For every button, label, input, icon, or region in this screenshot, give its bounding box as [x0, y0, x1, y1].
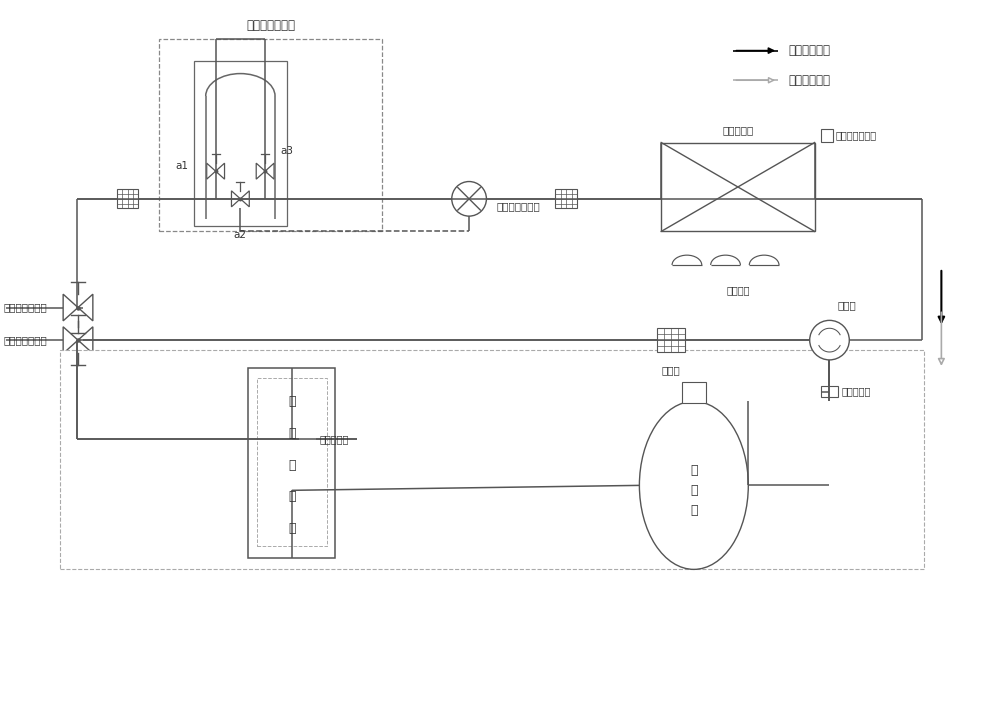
Bar	[682, 382, 706, 404]
Polygon shape	[256, 163, 265, 179]
Text: 液: 液	[288, 427, 296, 440]
Text: 缩: 缩	[690, 484, 698, 497]
Polygon shape	[265, 163, 274, 179]
Text: 压: 压	[690, 464, 698, 477]
Text: 室内机气管接口: 室内机气管接口	[4, 335, 47, 345]
Text: 室内机液管接口: 室内机液管接口	[4, 303, 47, 312]
Text: 气: 气	[288, 395, 296, 409]
Text: a2: a2	[234, 230, 247, 241]
Circle shape	[810, 320, 849, 360]
Bar	[257, 378, 327, 545]
Bar	[555, 190, 577, 208]
Circle shape	[452, 182, 486, 216]
Bar	[821, 385, 838, 397]
Polygon shape	[63, 327, 78, 354]
Text: 冷媒冷却散热板: 冷媒冷却散热板	[246, 19, 295, 32]
Text: 室外风机: 室外风机	[726, 285, 750, 295]
Text: 离: 离	[288, 490, 296, 503]
Bar	[248, 368, 335, 557]
Bar	[60, 350, 924, 569]
Bar	[194, 62, 287, 227]
Text: 过滤器: 过滤器	[662, 365, 680, 375]
Text: 分: 分	[288, 458, 296, 472]
Polygon shape	[207, 163, 216, 179]
Text: 高压传感器: 高压传感器	[841, 387, 871, 397]
Text: a1: a1	[175, 161, 188, 171]
Bar	[821, 129, 833, 142]
Text: 器: 器	[288, 522, 296, 535]
Text: a3: a3	[280, 146, 293, 157]
Text: 室外换热器: 室外换热器	[722, 126, 754, 135]
Text: 制热冷媒流向: 制热冷媒流向	[788, 74, 830, 87]
Polygon shape	[78, 327, 93, 354]
Text: 室外环境感温包: 室外环境感温包	[835, 131, 877, 140]
Text: 低压传感器: 低压传感器	[320, 434, 349, 444]
Bar	[159, 39, 382, 232]
Text: 制热电子膨胀阀: 制热电子膨胀阀	[497, 201, 541, 211]
Text: 四通阀: 四通阀	[837, 300, 856, 310]
Ellipse shape	[639, 402, 748, 569]
Polygon shape	[63, 294, 78, 321]
Polygon shape	[231, 191, 240, 207]
Bar	[657, 329, 685, 352]
Polygon shape	[240, 191, 249, 207]
Polygon shape	[78, 294, 93, 321]
Polygon shape	[216, 163, 225, 179]
Text: 机: 机	[690, 503, 698, 517]
Bar	[117, 190, 138, 208]
Bar	[661, 143, 815, 232]
Text: 制冷冷媒流向: 制冷冷媒流向	[788, 44, 830, 57]
Bar	[299, 433, 316, 445]
